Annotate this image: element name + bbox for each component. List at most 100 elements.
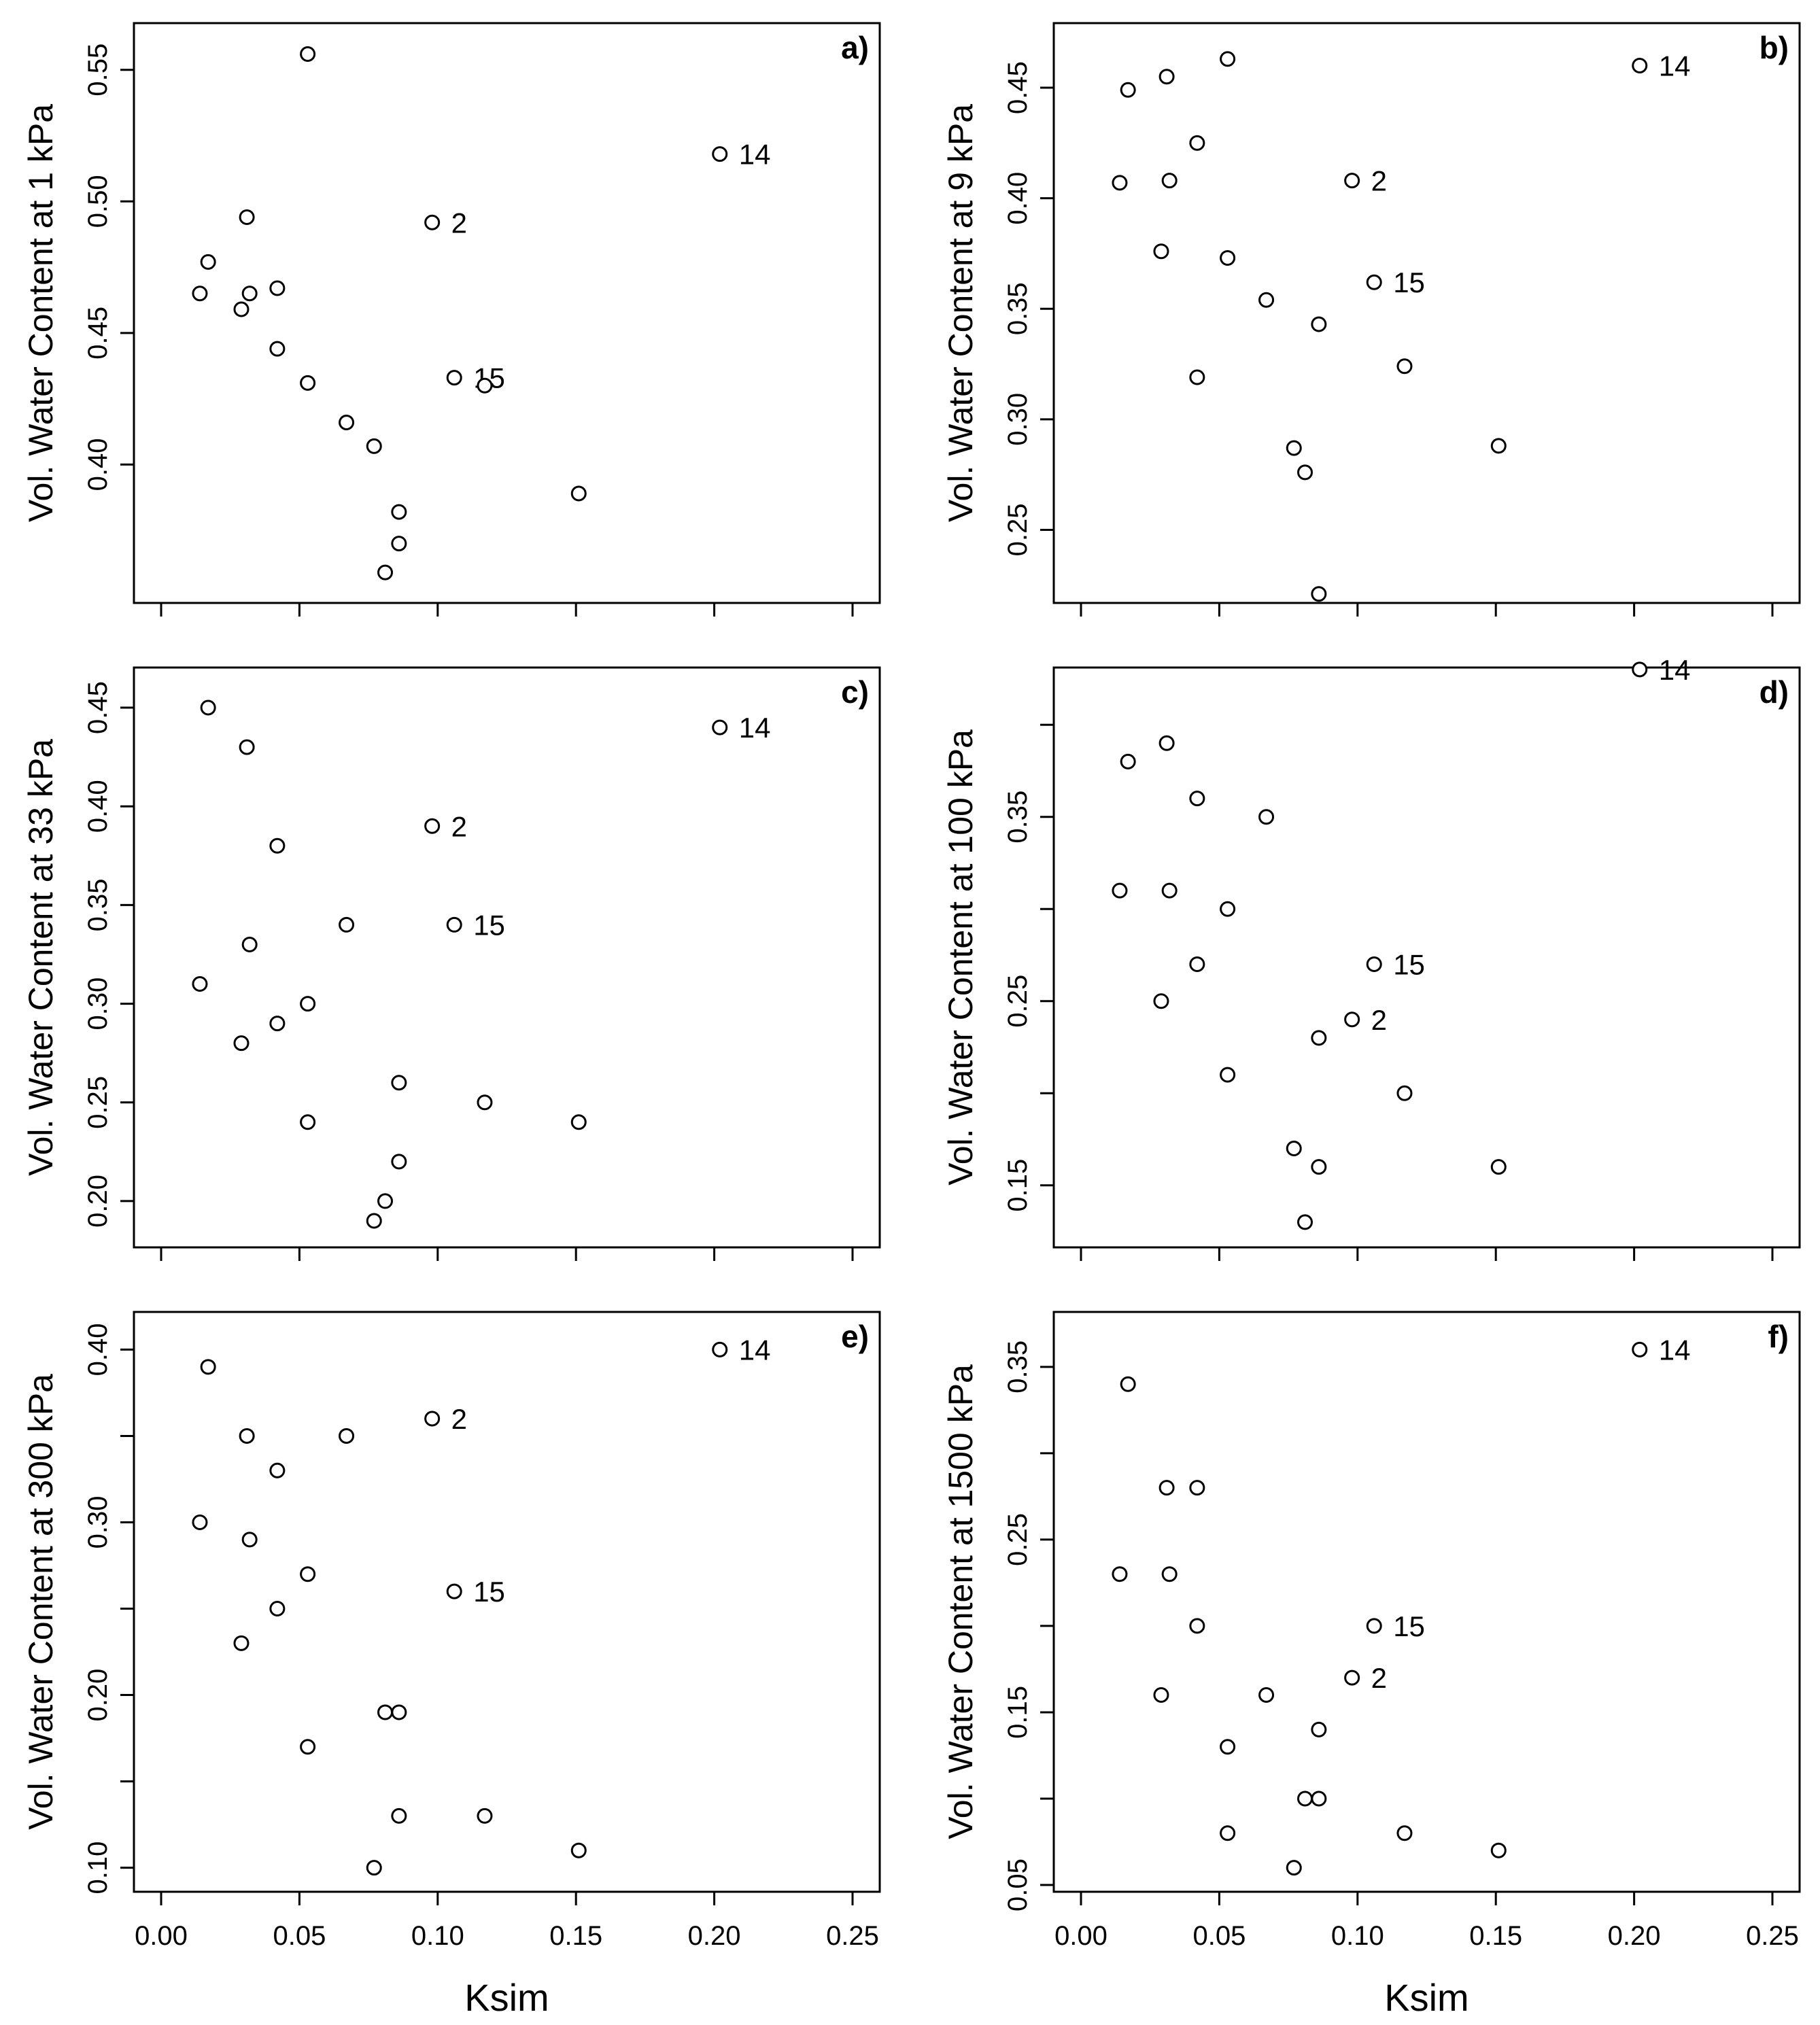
data-point	[446, 916, 462, 933]
point-label: 2	[451, 1403, 467, 1435]
data-point	[239, 739, 255, 755]
y-tick-label: 0.50	[83, 175, 113, 228]
data-point	[1366, 956, 1382, 972]
x-tick-label: 0.25	[826, 1921, 879, 1951]
point-label: 14	[739, 1334, 771, 1366]
point-label: 2	[451, 810, 467, 842]
panel-label: b)	[1759, 30, 1789, 65]
data-point	[1286, 1141, 1302, 1156]
data-point	[269, 837, 286, 854]
data-point	[1189, 956, 1205, 972]
y-tick-label: 0.10	[83, 1841, 113, 1894]
data-point	[1220, 1825, 1236, 1841]
data-point	[1112, 175, 1128, 191]
point-label: 15	[1393, 949, 1425, 981]
plot-frame	[133, 1311, 881, 1893]
data-point	[200, 1359, 216, 1375]
data-point	[1153, 243, 1169, 260]
y-tick-label: 0.05	[1003, 1858, 1033, 1911]
data-point	[1490, 1842, 1507, 1858]
x-tick-label: 0.20	[1608, 1921, 1661, 1951]
panel-label: e)	[841, 1319, 869, 1354]
data-point	[1490, 438, 1507, 454]
point-label: 15	[473, 909, 505, 941]
y-tick-label: 0.15	[1003, 1159, 1033, 1212]
data-point	[1297, 1214, 1314, 1230]
data-point	[391, 1704, 407, 1720]
plot-frame	[1052, 666, 1801, 1249]
y-tick-label: 0.40	[83, 1323, 113, 1376]
y-tick-label: 0.20	[83, 1669, 113, 1722]
data-point	[1161, 1566, 1178, 1582]
data-point	[200, 699, 216, 716]
data-point	[391, 1154, 407, 1170]
data-point	[1158, 1480, 1175, 1496]
y-tick-label: 0.25	[1003, 504, 1033, 557]
panel-label: c)	[841, 674, 869, 710]
data-point	[1189, 1480, 1205, 1496]
data-point	[241, 936, 258, 952]
y-tick-label: 0.40	[1003, 172, 1033, 225]
y-tick-label: 0.45	[1003, 61, 1033, 114]
data-point	[446, 370, 462, 386]
y-axis-label: Vol. Water Content at 300 kPa	[22, 1374, 60, 1830]
x-tick-label: 0.00	[1054, 1921, 1108, 1951]
data-point	[1220, 51, 1236, 67]
y-axis-label: Vol. Water Content at 1 kPa	[22, 104, 60, 522]
data-point	[1311, 1790, 1327, 1807]
data-point	[366, 438, 382, 454]
y-tick-label: 0.35	[1003, 791, 1033, 844]
y-tick-label: 0.35	[83, 878, 113, 931]
data-point	[1311, 1159, 1327, 1175]
data-point	[192, 1514, 208, 1530]
data-point	[391, 1075, 407, 1091]
data-point	[1120, 1376, 1136, 1392]
data-point	[1286, 440, 1302, 456]
data-point	[269, 1016, 286, 1032]
data-point	[339, 916, 355, 933]
point-label: 14	[1659, 50, 1691, 82]
data-point	[239, 209, 255, 226]
data-point	[1311, 316, 1327, 332]
data-point	[233, 1035, 250, 1052]
data-point	[1189, 369, 1205, 385]
plot-frame	[1052, 1311, 1801, 1893]
y-tick-label: 0.30	[83, 977, 113, 1031]
data-point	[1396, 1825, 1413, 1841]
data-point	[366, 1213, 382, 1229]
data-point	[1189, 1618, 1205, 1634]
data-point	[1189, 135, 1205, 151]
data-point	[269, 1462, 286, 1478]
point-label: 14	[1659, 1334, 1691, 1366]
data-point	[1311, 1721, 1327, 1737]
data-point	[377, 1193, 394, 1209]
x-tick-label: 0.05	[1192, 1921, 1246, 1951]
data-point	[1153, 993, 1169, 1009]
data-point	[377, 1704, 394, 1720]
y-tick-label: 0.30	[83, 1496, 113, 1549]
x-tick-label: 0.00	[135, 1921, 188, 1951]
x-tick-label: 0.05	[273, 1921, 326, 1951]
x-tick-label: 0.25	[1746, 1921, 1799, 1951]
point-label: 15	[473, 1576, 505, 1608]
data-point	[712, 146, 728, 162]
panel-a: 0.40 0.45 0.50 0.55 Vol. Water Content at 1 …	[22, 22, 881, 617]
data-point	[1112, 1566, 1128, 1582]
data-point	[1632, 58, 1648, 74]
data-point	[391, 1807, 407, 1824]
data-point	[1258, 809, 1275, 825]
data-point	[339, 1427, 355, 1444]
y-tick-label: 0.35	[1003, 282, 1033, 335]
y-axis-label: Vol. Water Content at 100 kPa	[942, 729, 980, 1185]
panel-label: d)	[1759, 674, 1789, 710]
y-tick-label: 0.25	[1003, 1513, 1033, 1566]
y-tick-label: 0.20	[83, 1175, 113, 1228]
data-point	[424, 214, 441, 230]
data-point	[1396, 1085, 1413, 1101]
point-label: 2	[451, 207, 467, 239]
data-point	[1120, 82, 1136, 98]
data-point	[424, 1410, 441, 1427]
data-point	[477, 1094, 493, 1111]
data-point	[1158, 735, 1175, 751]
